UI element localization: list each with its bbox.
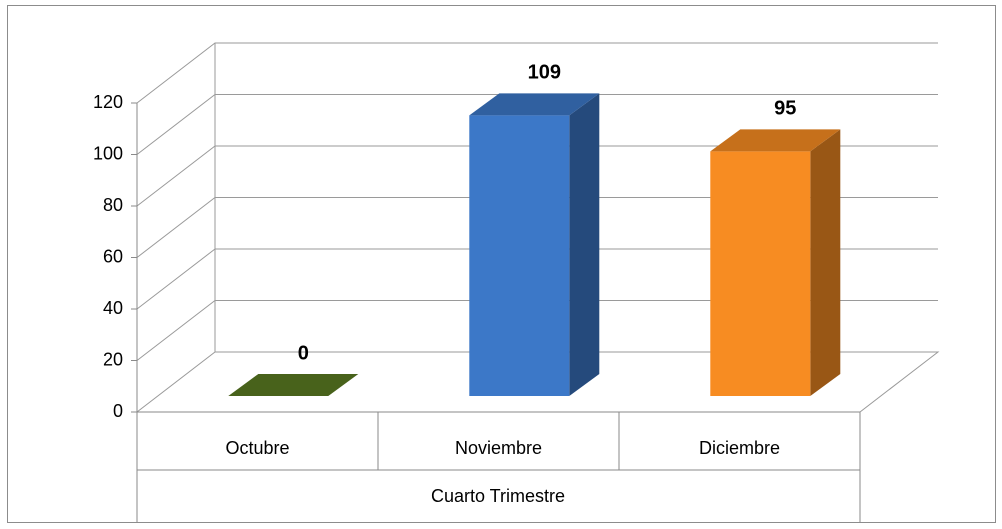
bar-side: [810, 129, 841, 396]
bar: [469, 115, 570, 396]
x-tick-label: Octubre: [225, 438, 289, 458]
bar: [710, 151, 811, 396]
y-tick-label: 100: [93, 143, 123, 163]
y-tick-label: 0: [113, 401, 123, 421]
y-tick-label: 20: [103, 349, 123, 369]
bar-top: [469, 93, 600, 116]
y-tick-label: 60: [103, 246, 123, 266]
bar-top: [228, 374, 359, 396]
y-tick-label: 40: [103, 298, 123, 318]
value-label: 109: [528, 62, 561, 84]
x-tick-label: Noviembre: [455, 438, 542, 458]
bar-side: [569, 93, 600, 396]
y-tick-label: 80: [103, 195, 123, 215]
group-label: Cuarto Trimestre: [431, 486, 565, 506]
x-tick-label: Diciembre: [699, 438, 780, 458]
value-label: 95: [774, 98, 796, 120]
y-tick-label: 120: [93, 92, 123, 112]
value-label: 0: [298, 342, 309, 364]
bar-top: [710, 129, 841, 152]
